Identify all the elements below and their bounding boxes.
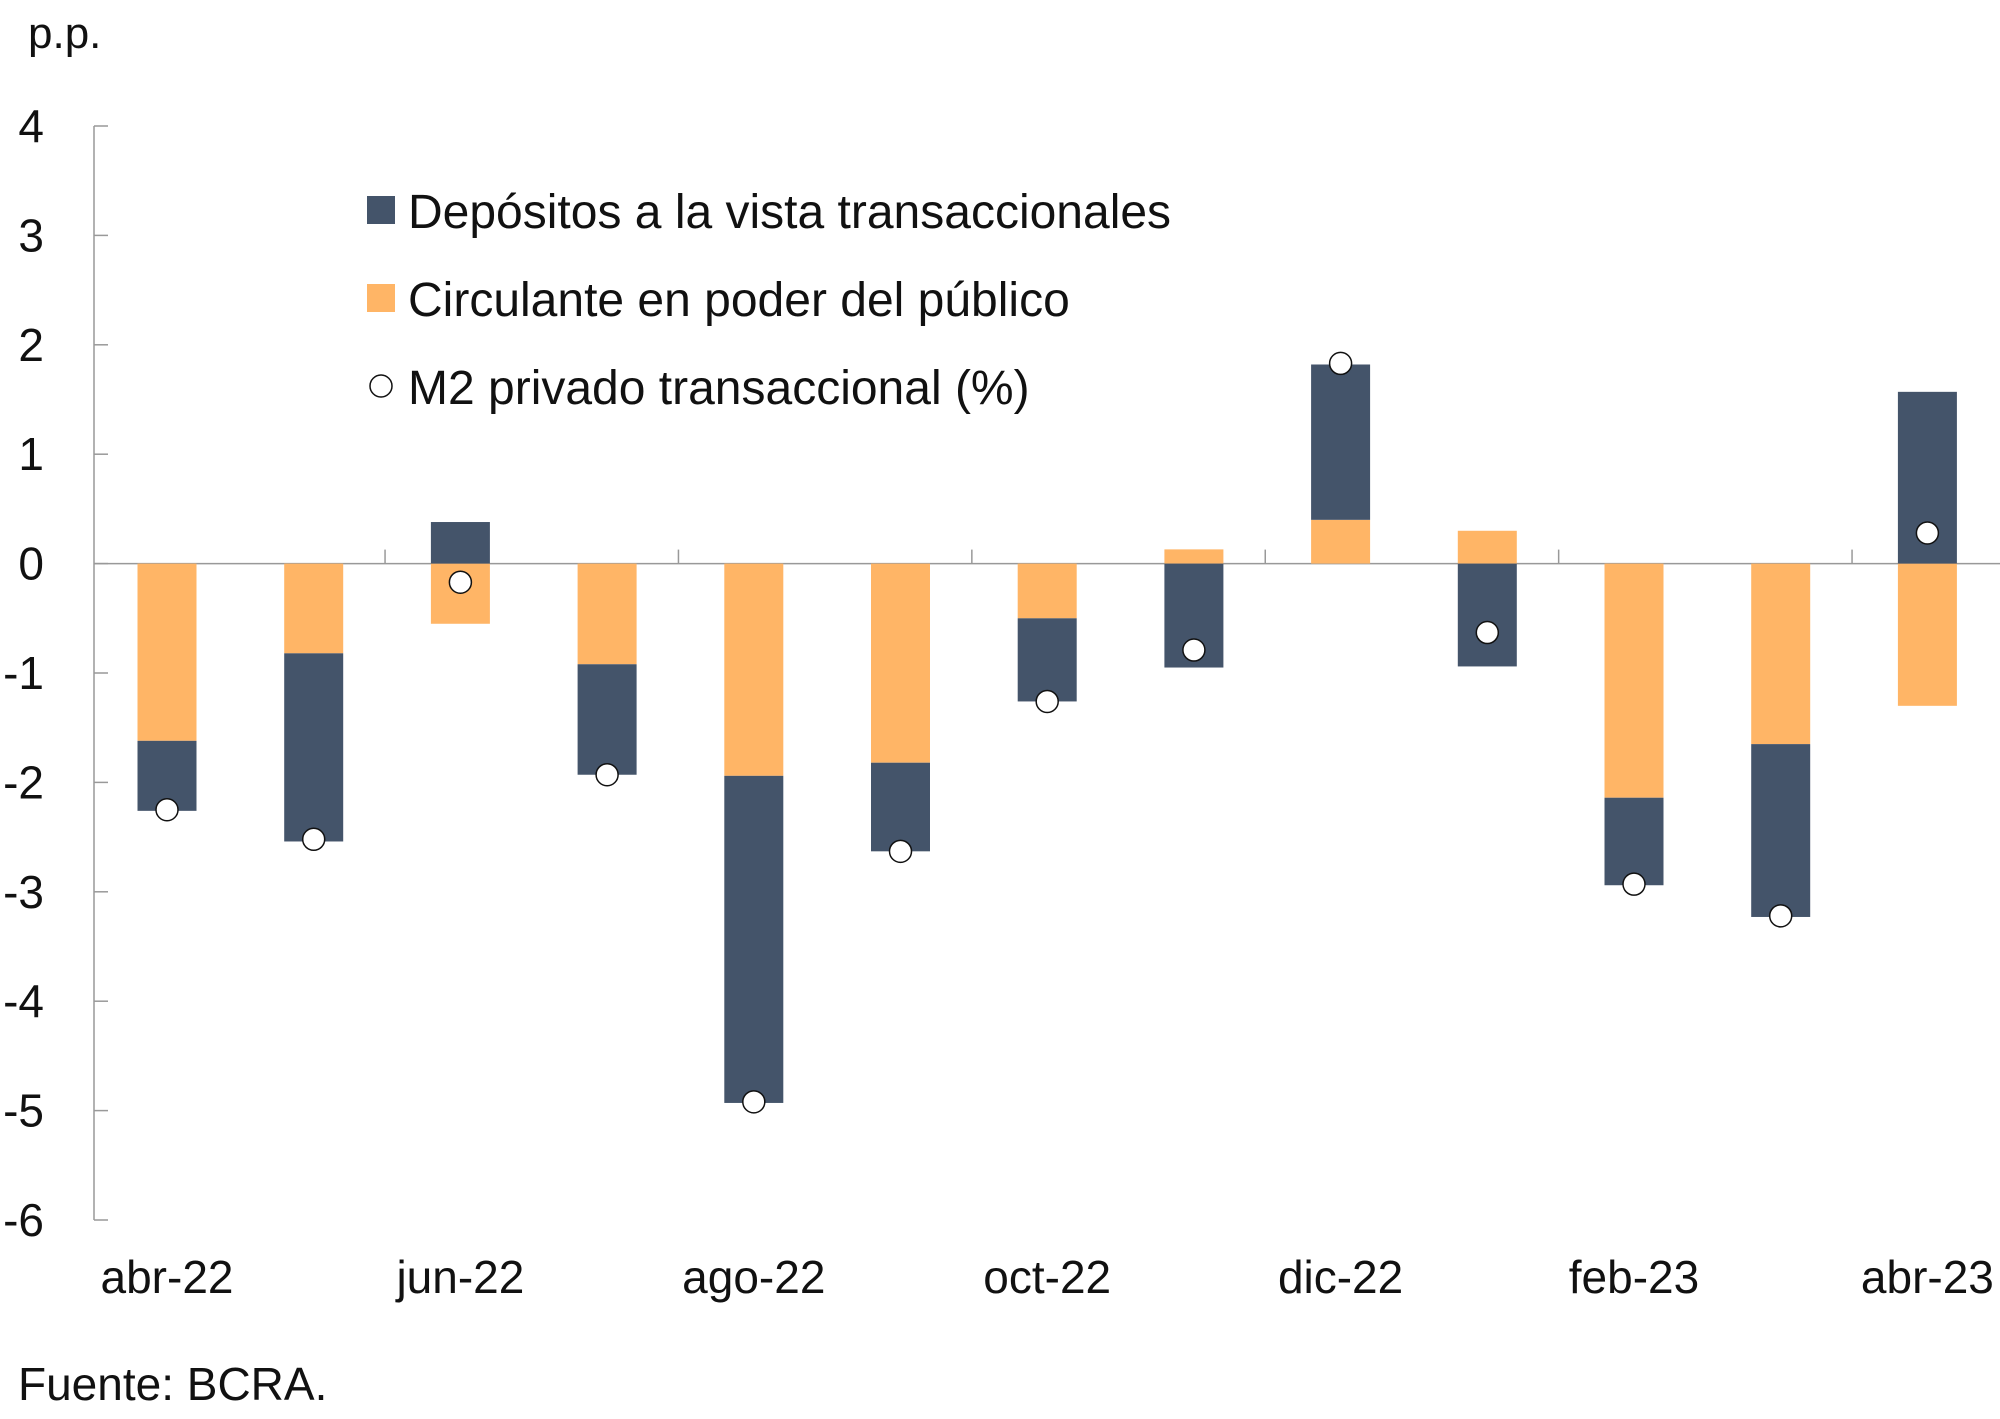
marker-m2-dic-22 [1328, 351, 1353, 376]
x-tick-label: ago-22 [682, 1251, 825, 1303]
bar-depositos-dic-22 [1311, 364, 1371, 520]
legend: Depósitos a la vista transaccionales Circ… [367, 186, 1171, 415]
bar-depositos-jun-22 [430, 522, 490, 564]
bar-circulante-oct-22 [1017, 563, 1077, 619]
y-axis-unit-label: p.p. [28, 9, 101, 58]
legend-marker [369, 374, 393, 398]
bar-depositos-may-22 [284, 653, 344, 842]
legend-swatch [367, 284, 395, 312]
bar-circulante-abr-23 [1897, 563, 1957, 706]
marker-m2-nov-22 [1182, 638, 1206, 662]
y-tick-label: 0 [18, 538, 44, 590]
y-tick-label: 4 [18, 100, 44, 152]
legend-label: M2 privado transaccional (%) [408, 362, 1030, 415]
marker-m2-mar-23 [1768, 904, 1793, 928]
bar-circulante-jul-22 [577, 563, 637, 665]
bar-circulante-nov-22 [1164, 549, 1224, 564]
marker-m2-ago-22 [742, 1090, 766, 1114]
x-tick-label: jun-22 [394, 1251, 524, 1303]
bar-circulante-sep-22 [871, 563, 930, 763]
legend-swatch [367, 196, 395, 224]
bar-depositos-feb-23 [1604, 797, 1664, 886]
marker-m2-sep-22 [888, 839, 913, 864]
legend-label: Depósitos a la vista transaccionales [408, 186, 1171, 239]
bar-depositos-mar-23 [1751, 744, 1811, 917]
marker-m2-ene-23 [1475, 620, 1500, 645]
marker-m2-abr-22 [155, 798, 179, 822]
y-tick-label: 3 [18, 209, 44, 261]
bar-circulante-ene-23 [1457, 530, 1517, 564]
bar-circulante-ago-22 [724, 563, 784, 776]
marker-m2-jul-22 [595, 762, 619, 787]
axes: 4 3 2 1 0 -1 -2 -3 -4 -5 -6 abr-22 jun-22 ago-22 oct-2… [3, 100, 2000, 1303]
y-tick-label: -4 [3, 975, 44, 1027]
bar-depositos-sep-22 [871, 762, 930, 852]
y-tick-label: -2 [3, 756, 44, 808]
bar-depositos-jul-22 [577, 664, 637, 775]
bar-circulante-feb-23 [1604, 563, 1664, 798]
marker-m2-feb-23 [1622, 872, 1646, 896]
y-tick-label: 2 [18, 319, 44, 371]
x-tick-label: abr-23 [1861, 1251, 1994, 1303]
source-note: Fuente: BCRA. [18, 1358, 327, 1410]
legend-label: Circulante en poder del público [408, 274, 1070, 327]
bar-depositos-ene-23 [1457, 563, 1517, 667]
y-tick-label: -6 [3, 1194, 44, 1246]
y-tick-label: -1 [3, 647, 44, 699]
bar-circulante-may-22 [284, 563, 344, 654]
marker-m2-oct-22 [1035, 689, 1059, 714]
markers [155, 351, 1940, 1114]
bar-depositos-ago-22 [724, 775, 784, 1103]
bar-circulante-abr-22 [137, 563, 197, 741]
bar-depositos-oct-22 [1017, 618, 1077, 702]
marker-m2-may-22 [301, 827, 326, 852]
y-tick-label: -5 [3, 1085, 44, 1137]
x-tick-label: abr-22 [101, 1251, 234, 1303]
bars [137, 364, 1957, 1103]
y-tick-label: -3 [3, 866, 44, 918]
y-tick-label: 1 [18, 428, 44, 480]
x-tick-label: dic-22 [1278, 1251, 1403, 1303]
marker-m2-abr-23 [1915, 521, 1940, 545]
marker-m2-jun-22 [448, 570, 473, 594]
bar-circulante-dic-22 [1311, 519, 1371, 564]
x-tick-label: oct-22 [983, 1251, 1111, 1303]
bar-circulante-mar-23 [1751, 563, 1811, 745]
x-tick-label: feb-23 [1569, 1251, 1699, 1303]
